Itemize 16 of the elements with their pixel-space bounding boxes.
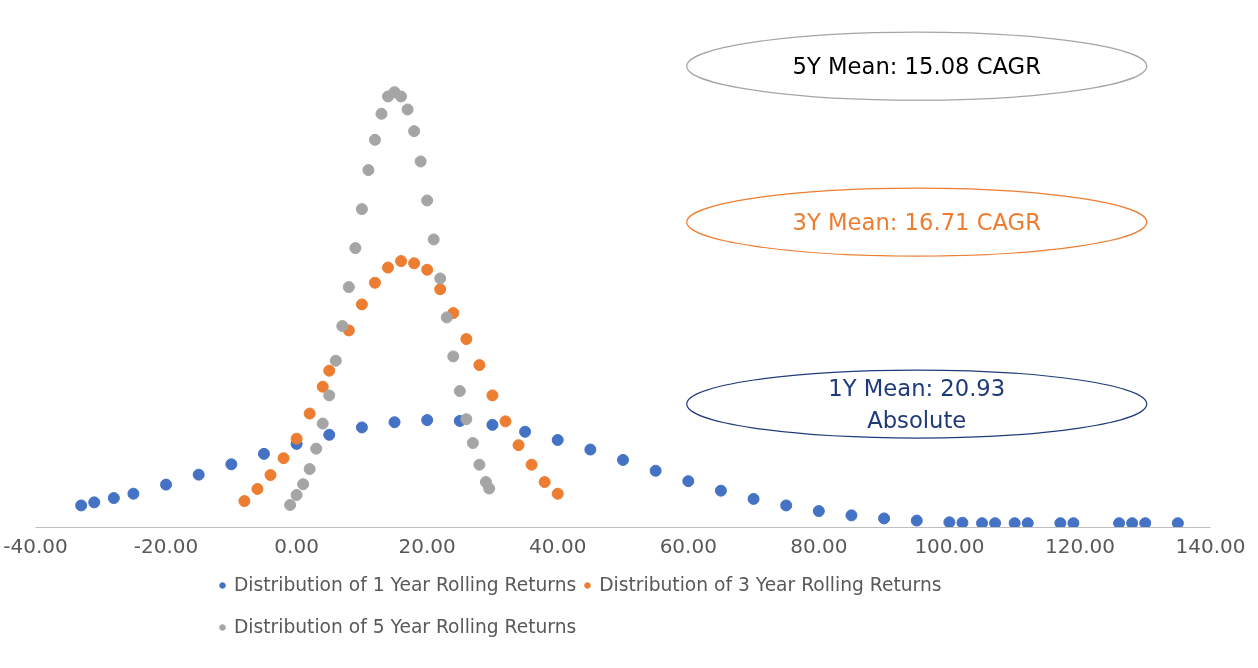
annotation: 1Y Mean: 20.93 Absolute [828, 374, 1006, 434]
x-tick-label: 0.00 [274, 533, 319, 558]
x-tick-label: 20.00 [398, 533, 456, 558]
x-tick-label: 80.00 [790, 533, 848, 558]
x-tick-label: 60.00 [659, 533, 717, 558]
text: 5Y Mean: 15.08 CAGR [792, 53, 1042, 80]
legend-label: Distribution of 3 Year Rolling Returns [599, 574, 942, 595]
x-tick-label: 40.00 [529, 533, 587, 558]
legend-label: Distribution of 1 Year Rolling Returns [234, 574, 577, 595]
legend-label: Distribution of 5 Year Rolling Returns [234, 616, 577, 637]
x-tick-label: 120.00 [1044, 533, 1115, 558]
x-tick-label: -20.00 [133, 533, 199, 558]
annotation: 3Y Mean: 16.71 CAGR [792, 209, 1042, 236]
x-tick-label: -40.00 [3, 533, 68, 558]
x-tick-label: 140.00 [1175, 533, 1246, 558]
x-tick-label: 100.00 [914, 533, 985, 558]
